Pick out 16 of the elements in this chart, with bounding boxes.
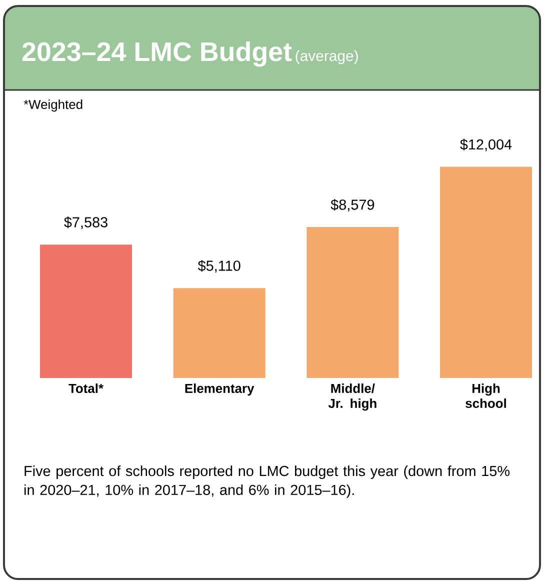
bar	[40, 244, 132, 378]
text: Five percent of schools reported no LMC budget this year (down from 15% in 2020–21, 10% in 2017–18, and 6% in 2015–16).	[24, 466, 510, 498]
data-label: $7,583	[64, 216, 108, 230]
x-tick-label: Total*	[68, 384, 104, 394]
text: *Weighted	[24, 100, 82, 112]
x-tick-label: High school	[466, 384, 506, 408]
x-tick-label: Elementary	[185, 384, 254, 396]
chart-subtitle: (average)	[296, 50, 358, 64]
data-label: $5,110	[198, 260, 240, 273]
bar	[173, 288, 266, 378]
data-label: $8,579	[330, 198, 374, 212]
bar	[306, 227, 399, 378]
bar	[440, 166, 532, 378]
x-tick-label: Middle/ Jr. high	[328, 384, 376, 411]
chart-title: 2023–24 LMC Budget	[22, 41, 292, 67]
data-label: $12,004	[460, 138, 512, 152]
